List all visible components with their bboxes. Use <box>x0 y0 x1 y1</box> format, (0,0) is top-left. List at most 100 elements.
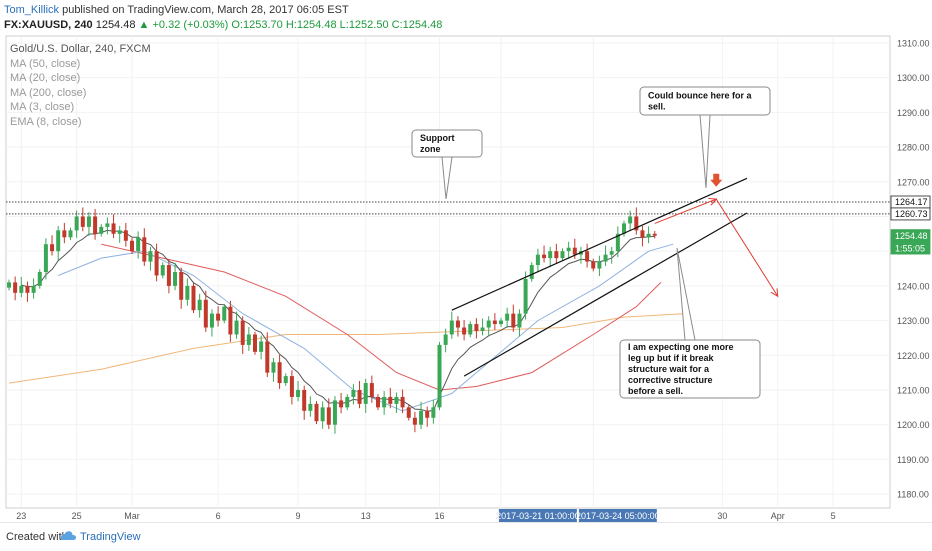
candle <box>382 391 387 415</box>
candle <box>443 328 448 353</box>
open-value: O:1253.70 <box>231 19 283 31</box>
time-tick-label: 13 <box>361 511 371 521</box>
candle-body <box>480 327 485 331</box>
candle <box>123 222 128 247</box>
candle <box>474 318 479 339</box>
callout-text: Support zone <box>420 133 455 154</box>
candle <box>339 392 344 414</box>
close-value: C:1254.48 <box>391 19 443 31</box>
last-price: 1254.48 <box>95 19 136 31</box>
candle-body <box>646 233 651 238</box>
price-label-text: 1:55:05 <box>895 243 925 253</box>
symbol-line: FX:XAUUSD, 240 1254.48 ▲ +0.32 (+0.03%) … <box>4 19 442 31</box>
candle <box>406 404 411 421</box>
candle-body <box>554 251 559 259</box>
candle-body <box>431 407 436 418</box>
candle <box>13 276 18 301</box>
candle <box>80 207 85 232</box>
candle <box>326 398 331 430</box>
candle <box>240 316 245 354</box>
candle-body <box>585 251 590 262</box>
candle <box>19 276 24 298</box>
candle-body <box>173 272 178 286</box>
candle <box>166 259 171 294</box>
candle-body <box>351 390 356 397</box>
candle-body <box>412 417 417 425</box>
candle-body <box>130 240 134 252</box>
time-tick-label: 5 <box>831 511 836 521</box>
candle <box>130 237 134 254</box>
author-link[interactable]: Tom_Killick <box>4 4 60 16</box>
candle <box>31 278 36 299</box>
candle <box>542 245 547 263</box>
price-tick-label: 1200.00 <box>897 420 930 430</box>
price-label-box <box>890 241 931 255</box>
price-tick-label: 1220.00 <box>897 351 930 361</box>
candle-body <box>277 362 282 384</box>
legend-ma20[interactable]: MA (20, close) <box>10 72 81 84</box>
candle-body <box>209 313 214 328</box>
candle-body <box>203 299 208 328</box>
candle-body <box>197 299 202 311</box>
candle <box>283 373 288 386</box>
candle-body <box>455 320 460 328</box>
candle <box>228 300 233 342</box>
candle-body <box>517 313 522 328</box>
candle <box>345 394 350 411</box>
legend-ma200[interactable]: MA (200, close) <box>10 86 87 99</box>
indicator-legend: Gold/U.S. Dollar, 240, FXCM MA (50, clos… <box>10 42 151 129</box>
candle <box>209 309 214 337</box>
legend-ma50[interactable]: MA (50, close) <box>10 57 81 70</box>
candle <box>363 378 368 413</box>
candle <box>505 307 510 329</box>
candle-body <box>216 313 221 321</box>
candle-body <box>597 261 602 269</box>
candle <box>154 243 159 282</box>
price-label-text: 1264.17 <box>895 197 928 207</box>
tradingview-brand-link[interactable]: TradingView <box>80 531 141 543</box>
callout-pointer <box>676 247 696 341</box>
drawings: Could bounce here for a sell. Support zone I… <box>6 86 890 399</box>
price-chart[interactable]: Could bounce here for a sell. Support zone I… <box>0 0 932 522</box>
candle-body <box>591 261 596 269</box>
legend-ema8[interactable]: EMA (8, close) <box>10 115 82 128</box>
candle <box>492 313 497 330</box>
callout: I am expecting one more leg up but if it … <box>619 247 761 399</box>
candle-body <box>222 306 227 321</box>
candle-body <box>117 230 122 234</box>
candle <box>302 385 307 420</box>
low-value: L:1252.50 <box>339 19 389 31</box>
candle-body <box>93 216 98 234</box>
candle <box>277 354 282 389</box>
candle <box>603 245 608 266</box>
candle <box>517 309 522 337</box>
candle <box>351 384 356 405</box>
symbol-label: FX:XAUUSD, 240 <box>4 19 93 31</box>
candle <box>111 214 116 239</box>
candle <box>585 243 590 268</box>
candle <box>314 401 319 425</box>
candle <box>179 267 184 309</box>
candle-body <box>31 285 36 293</box>
price-change: ▲ +0.32 (+0.03%) <box>138 19 229 31</box>
candle-body <box>523 278 528 314</box>
candle <box>160 262 165 279</box>
legend-ma3[interactable]: MA (3, close) <box>10 101 75 113</box>
candle <box>265 332 270 377</box>
candles[interactable] <box>7 207 657 434</box>
callout-text: Could bounce here for a sell. <box>648 91 753 112</box>
candle-body <box>185 285 190 300</box>
candle-body <box>566 247 571 252</box>
candle-body <box>474 324 479 331</box>
time-tick-label: 6 <box>216 511 221 521</box>
candle-body <box>302 390 307 411</box>
candle <box>376 394 380 411</box>
callout-text: I am expecting one more leg up but if it … <box>628 342 734 396</box>
candle <box>37 269 42 289</box>
time-axis[interactable]: 2325Mar691316202330Apr52017-03-21 01:00:… <box>16 509 836 522</box>
candle-body <box>228 306 233 335</box>
candle-body <box>13 282 18 293</box>
price-axis[interactable]: 1180.00 1190.00 1200.00 1210.00 1220.00 1230.… <box>890 38 931 500</box>
candle <box>634 207 639 235</box>
candle <box>449 311 454 339</box>
